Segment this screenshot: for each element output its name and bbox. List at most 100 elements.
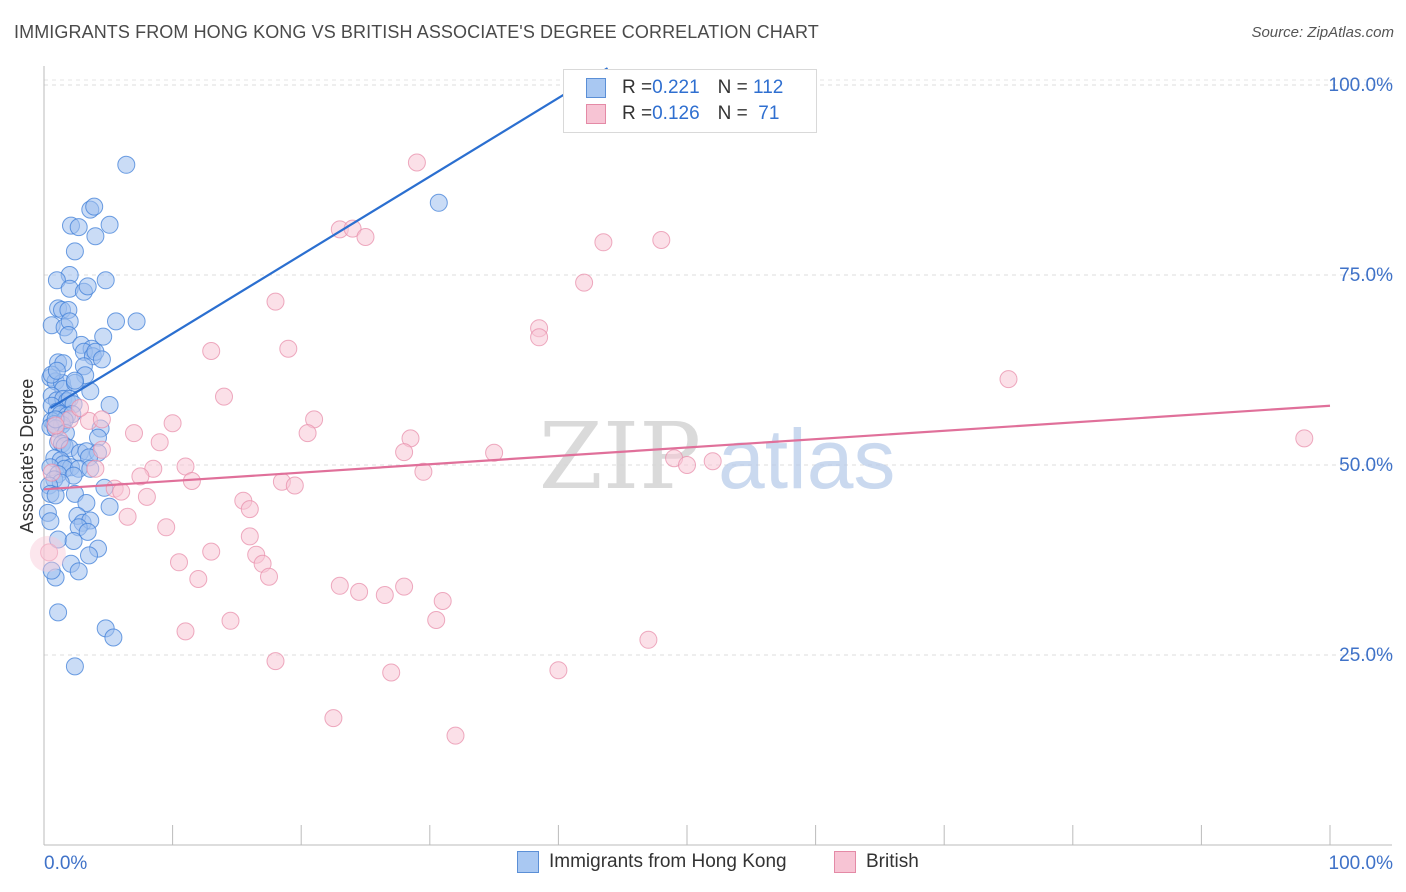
hong-kong-point-52: [100, 396, 119, 414]
grid-lines: [44, 79, 1392, 656]
british-point-40: [137, 487, 156, 506]
hong-kong-point-88: [100, 497, 119, 516]
hong-kong-point-107: [49, 603, 68, 622]
hong-kong-point-97: [64, 532, 83, 550]
legend-n-value: 71: [753, 103, 780, 124]
legend-label-british: British: [866, 851, 919, 872]
chart-title: IMMIGRANTS FROM HONG KONG VS BRITISH ASS…: [14, 22, 819, 42]
british-point-58: [427, 611, 446, 629]
british-point-37: [285, 476, 304, 495]
hong-kong-point-110: [429, 193, 448, 212]
british-point-60: [639, 630, 658, 649]
y-axis-label: Associate's Degree: [17, 379, 37, 534]
hong-kong-point-29: [92, 350, 111, 369]
series-legend: Immigrants from Hong Kong British: [0, 851, 1406, 877]
hong-kong-point-95: [78, 522, 97, 541]
axes: [43, 66, 1392, 846]
legend-row-hong-kong: R = 0.221 N = 112: [586, 76, 783, 100]
hong-kong-point-0: [117, 155, 136, 174]
british-point-51: [189, 570, 208, 588]
correlation-legend: R = 0.221 N = 112 R = 0.126 N = 71: [563, 69, 817, 133]
british-point-61: [266, 652, 285, 671]
british-point-22: [150, 433, 169, 452]
hong-kong-point-91: [41, 512, 60, 531]
british-point-44: [157, 518, 176, 537]
hong-kong-point-5: [100, 215, 119, 234]
british-point-50: [260, 567, 278, 586]
british-point-64: [324, 709, 343, 728]
british-point-3: [356, 228, 375, 246]
british-point-32: [414, 462, 433, 481]
british-point-56: [433, 592, 452, 610]
british-point-68: [42, 463, 61, 482]
legend-n-label: N =: [717, 77, 754, 98]
british-point-9: [530, 328, 549, 347]
legend-swatch-blue: [517, 851, 539, 873]
british-point-62: [382, 663, 401, 682]
x-tick-label-0: 0.0%: [44, 853, 87, 874]
hong-kong-point-17: [107, 312, 125, 331]
british-point-20: [125, 424, 143, 443]
legend-row-british: R = 0.126 N = 71: [586, 102, 779, 126]
legend-n-value: 112: [753, 77, 784, 98]
hong-kong-point-106: [65, 657, 84, 676]
trend-lines: [43, 65, 1331, 491]
british-point-52: [330, 576, 349, 595]
series-hong-kong: [38, 155, 448, 676]
hong-kong-point-11: [96, 271, 115, 290]
british-point-29: [1295, 429, 1314, 448]
legend-swatch-blue: [586, 78, 606, 98]
british-point-27: [678, 456, 696, 474]
hong-kong-point-101: [69, 562, 88, 581]
legend-swatch-pink: [834, 851, 856, 873]
y-tick-label-0: 25.0%: [1339, 645, 1393, 666]
british-point-12: [999, 370, 1018, 389]
british-point-54: [350, 582, 369, 601]
british-point-6: [575, 273, 594, 292]
british-point-46: [202, 542, 221, 561]
hong-kong-point-40: [81, 382, 100, 401]
british-point-24: [395, 443, 414, 462]
british-point-11: [279, 339, 298, 358]
legend-n-label: N =: [717, 103, 754, 124]
british-point-43: [118, 507, 137, 526]
british-point-28: [703, 452, 722, 471]
legend-item-hong-kong[interactable]: Immigrants from Hong Kong: [517, 851, 787, 873]
hong-kong-point-23: [94, 327, 113, 346]
british-point-cluster: [29, 535, 66, 572]
british-point-39: [112, 482, 131, 501]
source-label: Source: ZipAtlas.com: [1251, 24, 1394, 41]
british-point-53: [395, 577, 414, 596]
british-point-65: [446, 726, 465, 745]
british-point-17: [163, 414, 182, 433]
y-tick-label-2: 75.0%: [1339, 265, 1393, 286]
legend-r-value: 0.221: [652, 77, 700, 98]
hong-kong-point-87: [77, 494, 96, 512]
british-point-13: [215, 387, 233, 406]
british-point-66: [40, 543, 59, 562]
british-point-42: [240, 500, 259, 519]
trend-line-hong-kong: [49, 93, 566, 409]
hong-kong-point-4: [85, 197, 104, 216]
british-point-69: [71, 399, 89, 417]
legend-label-hong-kong: Immigrants from Hong Kong: [549, 851, 787, 872]
legend-r-label: R =: [622, 77, 653, 98]
british-point-7: [266, 292, 285, 311]
legend-item-british[interactable]: British: [834, 851, 919, 873]
legend-swatch-pink: [586, 104, 606, 124]
hong-kong-point-7: [65, 242, 84, 261]
british-point-45: [240, 527, 259, 546]
hong-kong-point-9: [47, 271, 66, 290]
hong-kong-point-22: [59, 326, 78, 344]
hong-kong-point-13: [78, 277, 97, 296]
y-tick-label-1: 50.0%: [1339, 455, 1393, 476]
british-point-63: [549, 661, 568, 680]
hong-kong-point-103: [42, 561, 61, 580]
british-point-10: [202, 342, 221, 360]
series-british: [29, 153, 1314, 745]
hong-kong-point-2: [69, 218, 88, 237]
british-point-4: [594, 233, 613, 252]
british-point-16: [92, 410, 111, 429]
british-point-0: [407, 153, 426, 172]
